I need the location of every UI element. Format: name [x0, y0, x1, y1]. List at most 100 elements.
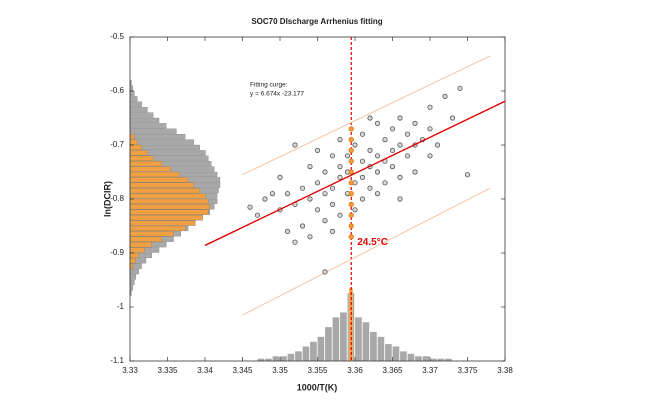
data-point	[314, 180, 321, 186]
x-histogram-bar	[354, 317, 363, 362]
data-point	[337, 137, 343, 143]
x-tick-label: 3.355	[307, 366, 328, 375]
data-point	[329, 185, 336, 191]
data-point	[292, 142, 298, 148]
data-point	[389, 164, 396, 170]
data-point	[348, 137, 354, 143]
y-histogram-bar	[129, 252, 139, 259]
y-histogram-bar	[129, 242, 152, 248]
data-point	[307, 164, 313, 170]
x-tick-label: 3.335	[157, 366, 178, 375]
data-point	[397, 196, 403, 202]
data-point	[367, 115, 373, 121]
x-histogram-bar	[309, 341, 318, 362]
y-histogram-bar	[129, 204, 210, 210]
data-point	[322, 218, 328, 224]
data-point	[348, 169, 354, 175]
y-tick-label: -0.8	[110, 194, 124, 203]
data-point	[389, 147, 396, 153]
data-point	[329, 153, 336, 159]
data-point	[367, 147, 373, 153]
x-histogram-bar	[287, 353, 295, 362]
data-point	[352, 207, 358, 213]
x-histogram-bar	[272, 356, 280, 362]
data-point	[348, 234, 354, 240]
y-histogram-bar	[129, 166, 171, 172]
data-point	[348, 158, 354, 164]
x-tick-label: 3.37	[422, 366, 438, 375]
data-point	[284, 191, 291, 197]
data-point	[348, 126, 354, 132]
y-tick-label: -0.7	[110, 140, 124, 149]
y-histogram-bar	[129, 220, 196, 226]
data-point	[427, 126, 433, 132]
data-point	[348, 147, 354, 153]
data-point	[284, 228, 291, 234]
x-tick-label: 3.33	[122, 366, 138, 375]
x-histogram-bar	[317, 336, 325, 362]
data-point	[348, 223, 354, 229]
x-histogram-bar	[384, 343, 393, 362]
data-point	[442, 93, 448, 100]
y-tick-label: -0.9	[110, 248, 124, 257]
x-tick-label: 3.38	[497, 366, 513, 375]
y-histogram-bar	[129, 177, 189, 183]
data-point	[464, 172, 471, 178]
x-tick-label: 3.36	[347, 366, 363, 375]
data-point	[307, 196, 313, 202]
y-tick-label: -0.5	[110, 32, 124, 41]
y-histogram-bar	[129, 144, 142, 151]
x-histogram-bar	[422, 356, 430, 362]
data-point	[404, 131, 411, 137]
data-point	[352, 142, 358, 148]
data-point	[434, 142, 441, 148]
data-point	[412, 169, 418, 175]
data-point	[337, 164, 343, 170]
y-histogram-bar	[129, 274, 136, 280]
y-histogram-bar	[129, 85, 134, 91]
data-point	[348, 191, 354, 197]
data-point	[247, 204, 253, 210]
data-point	[254, 212, 261, 218]
data-point	[389, 126, 396, 132]
data-point	[337, 212, 343, 218]
chart-title: SOC70 DIscharge Arrhenius fitting	[251, 17, 382, 26]
x-tick-label: 3.375	[457, 366, 478, 375]
y-histogram-bar	[129, 198, 209, 205]
data-point	[374, 169, 381, 175]
x-histogram-bar	[407, 353, 415, 362]
data-point	[382, 137, 388, 143]
y-histogram-bar	[129, 134, 135, 140]
y-histogram-bar	[129, 96, 138, 102]
y-histogram-bar	[129, 107, 148, 113]
y-histogram-bar	[129, 231, 174, 237]
data-point	[344, 153, 351, 159]
data-point	[314, 147, 321, 153]
y-histogram-bar	[129, 285, 134, 291]
data-point	[367, 185, 373, 191]
y-histogram-bar	[129, 117, 160, 124]
y-histogram-bar	[129, 161, 163, 167]
data-point	[329, 228, 336, 234]
y-histogram-bar	[129, 128, 177, 134]
data-point	[292, 239, 298, 245]
data-point	[314, 207, 321, 213]
y-histogram-bar	[129, 123, 167, 129]
data-point	[262, 196, 268, 202]
x-histogram-bar	[392, 346, 400, 362]
data-point	[359, 196, 366, 202]
x-histogram-bar	[294, 351, 303, 362]
annotation: y = 6.674x -23.177	[250, 91, 304, 98]
y-histogram-bar	[129, 247, 145, 253]
x-histogram-bar	[339, 312, 348, 362]
data-point	[348, 180, 354, 186]
data-point	[337, 174, 343, 180]
data-point	[404, 153, 411, 159]
y-histogram-bar	[129, 139, 195, 145]
data-point	[299, 185, 306, 191]
x-axis-label: 1000/T(K)	[297, 382, 338, 392]
y-histogram-bar	[129, 90, 135, 97]
data-point	[322, 191, 328, 197]
data-point	[322, 269, 328, 275]
